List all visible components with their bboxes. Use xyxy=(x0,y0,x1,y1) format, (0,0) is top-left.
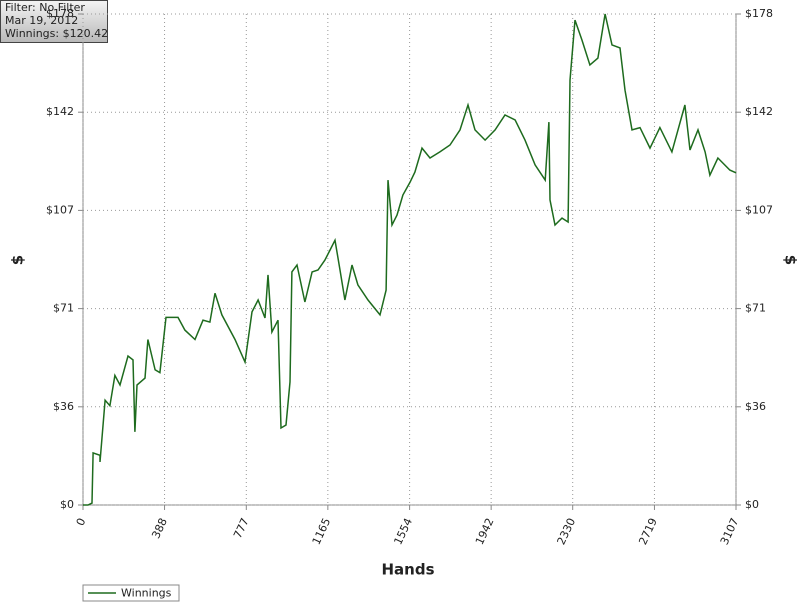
x-tick-label: 1942 xyxy=(473,516,497,547)
x-tick-label: 2719 xyxy=(636,516,660,547)
tooltip-line: Mar 19, 2012 xyxy=(5,14,78,27)
legend-label: Winnings xyxy=(121,587,172,600)
tooltip-line: Winnings: $120.42 xyxy=(5,27,108,40)
y-tick-label: $0 xyxy=(60,498,74,511)
y-tick-label-right: $142 xyxy=(745,105,773,118)
y-tick-label-right: $178 xyxy=(745,7,773,20)
x-tick-label: 388 xyxy=(149,516,170,541)
tooltip-box xyxy=(0,0,108,43)
tooltip-line: Filter: No Filter xyxy=(5,1,85,14)
line-series xyxy=(83,13,737,506)
x-axis-label: Hands xyxy=(381,561,434,579)
x-tick-label: 3107 xyxy=(718,516,742,547)
x-tick-label: 1554 xyxy=(391,516,415,547)
y-tick-label: $107 xyxy=(46,203,74,216)
plot: $0 $0 $36 $36 $71 $71 $107 $107 $142 $142 $178 $178… xyxy=(46,7,773,547)
legend: Winnings xyxy=(82,584,180,602)
legend-box xyxy=(82,584,180,602)
y-axis-label-right: $ xyxy=(782,255,800,265)
x-tick-label: 1165 xyxy=(310,516,334,547)
y-tick-label: $71 xyxy=(53,302,74,315)
y-axis-label: $ xyxy=(9,255,27,265)
x-tick-label: 777 xyxy=(231,516,252,541)
x-tick-label: 0 xyxy=(74,516,89,528)
y-tick-label: $36 xyxy=(53,400,74,413)
y-tick-label-right: $0 xyxy=(745,498,759,511)
y-tick-label-right: $36 xyxy=(745,400,766,413)
y-tick-label-right: $71 xyxy=(745,302,766,315)
y-tick-label-right: $107 xyxy=(745,203,773,216)
tooltip: Filter: No Filter Mar 19, 2012 Winnings:… xyxy=(0,0,108,43)
x-tick-label: 2330 xyxy=(555,516,579,547)
y-tick-label: $142 xyxy=(46,105,74,118)
y-tick-label: $178 xyxy=(46,7,74,20)
